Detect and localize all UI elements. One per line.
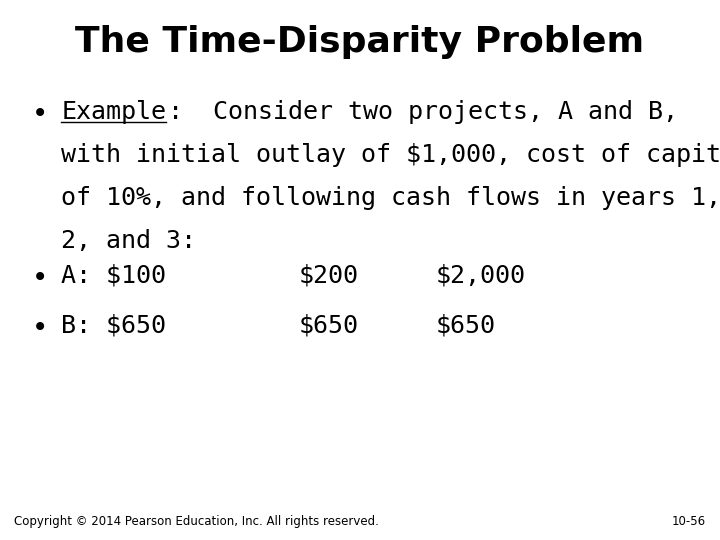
Text: •: • — [32, 100, 48, 129]
Text: 2, and 3:: 2, and 3: — [61, 228, 196, 253]
Text: with initial outlay of $1,000, cost of capital: with initial outlay of $1,000, cost of c… — [61, 143, 720, 167]
Text: A: $100: A: $100 — [61, 264, 166, 288]
Text: $650: $650 — [436, 314, 495, 338]
Text: $2,000: $2,000 — [436, 264, 526, 288]
Text: B: $650: B: $650 — [61, 314, 166, 338]
Text: Copyright © 2014 Pearson Education, Inc. All rights reserved.: Copyright © 2014 Pearson Education, Inc.… — [14, 515, 379, 528]
Text: Example: Example — [61, 100, 166, 124]
Text: 10-56: 10-56 — [672, 515, 706, 528]
Text: :  Consider two projects, A and B,: : Consider two projects, A and B, — [168, 100, 678, 124]
Text: of 10%, and following cash flows in years 1,: of 10%, and following cash flows in year… — [61, 186, 720, 210]
Text: $200: $200 — [299, 264, 359, 288]
Text: The Time-Disparity Problem: The Time-Disparity Problem — [76, 25, 644, 59]
Text: $650: $650 — [299, 314, 359, 338]
Text: •: • — [32, 314, 48, 342]
Text: •: • — [32, 264, 48, 292]
